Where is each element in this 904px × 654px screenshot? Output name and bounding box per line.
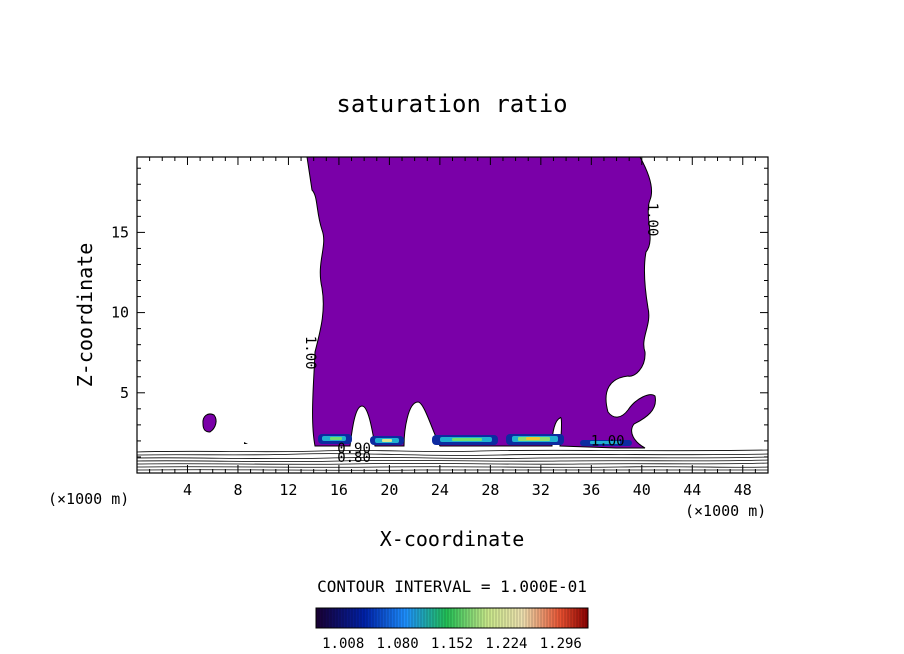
x-tick-label: 32 xyxy=(532,481,550,499)
y-tick-label: 5 xyxy=(120,384,129,402)
colorbar: 1.008 1.080 1.152 1.224 1.296 xyxy=(315,607,589,652)
x-tick-label: 48 xyxy=(734,481,752,499)
contour-label: 0.80 xyxy=(337,450,371,466)
x-origin-unit-label: (×1000 m) xyxy=(48,490,129,508)
contour-labels: 1.00 1.00 1.00 0.900.80 xyxy=(302,203,660,466)
colorbar-tick-label: 1.152 xyxy=(431,636,473,652)
colorbar-tick-label: 1.296 xyxy=(540,636,582,652)
x-tick-label: 40 xyxy=(633,481,651,499)
chart-title: saturation ratio xyxy=(336,90,567,118)
x-tick-label: 16 xyxy=(330,481,348,499)
x-tick-label: 4 xyxy=(183,481,192,499)
x-tick-label: 44 xyxy=(683,481,701,499)
x-tick-label: 20 xyxy=(380,481,398,499)
x-axis: 4 8 12 16 20 24 28 32 36 40 44 48 xyxy=(149,157,756,499)
contour-label: 1.00 xyxy=(644,203,660,237)
high-value-patches xyxy=(318,434,632,446)
y-axis-title: Z-coordinate xyxy=(73,243,97,388)
y-axis: 5 10 15 xyxy=(111,167,768,458)
x-tick-label: 8 xyxy=(233,481,242,499)
contour-lines xyxy=(137,449,768,471)
small-contour-mark xyxy=(244,442,248,444)
contour-label: 1.00 xyxy=(591,434,625,450)
colorbar-ticks: 1.008 1.080 1.152 1.224 1.296 xyxy=(322,636,582,652)
contour-label: 1.00 xyxy=(302,336,318,370)
x-axis-title: X-coordinate xyxy=(380,527,525,551)
plot-area xyxy=(137,157,768,471)
x-tick-label: 24 xyxy=(431,481,449,499)
colorbar-stripes xyxy=(318,608,587,628)
y-tick-label: 10 xyxy=(111,304,129,322)
x-axis-unit-label: (×1000 m) xyxy=(685,502,766,520)
colorbar-tick-label: 1.008 xyxy=(322,636,364,652)
colorbar-tick-label: 1.224 xyxy=(485,636,527,652)
contour-label: 0.90 xyxy=(337,441,371,457)
isolated-region xyxy=(202,413,217,433)
x-tick-label: 28 xyxy=(481,481,499,499)
supersaturated-region xyxy=(306,157,656,449)
contour-interval-label: CONTOUR INTERVAL = 1.000E-01 xyxy=(317,577,587,596)
x-tick-label: 36 xyxy=(582,481,600,499)
x-tick-label: 12 xyxy=(279,481,297,499)
colorbar-tick-label: 1.080 xyxy=(377,636,419,652)
y-tick-label: 15 xyxy=(111,223,129,241)
